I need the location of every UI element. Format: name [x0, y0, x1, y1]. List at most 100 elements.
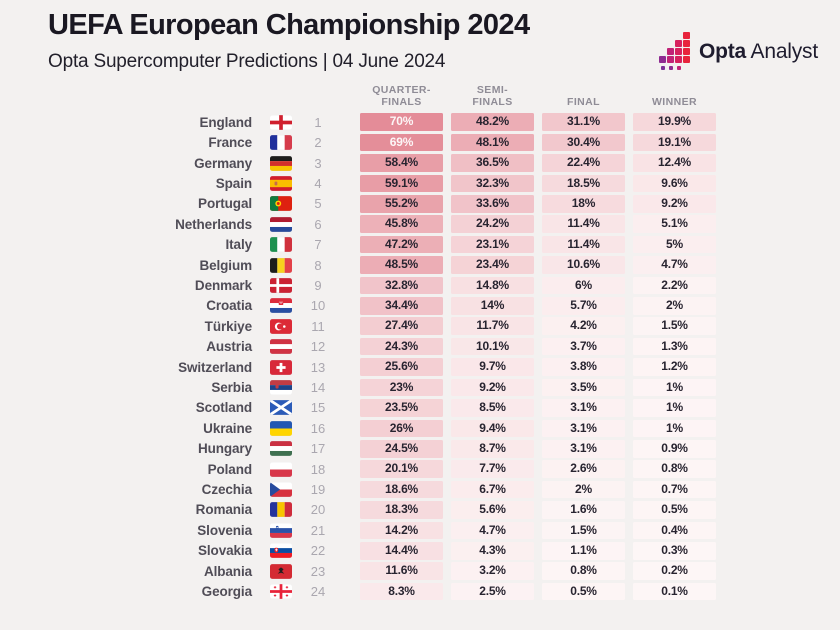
probability-cell-qf: 23% — [360, 378, 443, 397]
probability-cell-sf: 14.8% — [451, 276, 534, 295]
team-rank: 15 — [310, 400, 326, 416]
logo-pixel — [676, 65, 681, 70]
logo-pixel — [667, 48, 674, 55]
team-name: Hungary — [197, 441, 252, 457]
page-subtitle: Opta Supercomputer Predictions | 04 June… — [48, 50, 446, 72]
logo-pixel — [660, 65, 665, 70]
flag-icon-turkiye — [270, 318, 292, 334]
probability-cell-qf: 8.3% — [360, 582, 443, 601]
table-row: Netherlands 6 45.8% 24.2% 11.4% 5.1% — [40, 214, 760, 234]
team-rank: 16 — [310, 420, 326, 436]
team-name: Croatia — [206, 298, 252, 314]
team-rank: 18 — [310, 461, 326, 477]
team-rank: 8 — [314, 257, 322, 273]
probability-cell-final: 1.1% — [542, 541, 625, 560]
probability-cell-winner: 19.1% — [633, 133, 716, 152]
probability-cell-sf: 2.5% — [451, 582, 534, 601]
probability-cell-final: 0.5% — [542, 582, 625, 601]
flag-icon-ukraine — [270, 420, 292, 436]
probability-cell-final: 0.8% — [542, 562, 625, 580]
probability-cell-qf: 70% — [360, 113, 443, 131]
header: UEFA European Championship 2024 Opta Sup… — [48, 9, 819, 73]
probability-cell-qf: 25.6% — [360, 358, 443, 376]
flag-icon-georgia — [270, 584, 292, 600]
probability-cell-qf: 24.5% — [360, 439, 443, 458]
column-header-winner: WINNER — [652, 96, 697, 109]
probability-cell-final: 2% — [542, 480, 625, 499]
team-name: Serbia — [211, 379, 252, 395]
team-name: Ukraine — [203, 420, 252, 436]
probability-cell-qf: 59.1% — [360, 174, 443, 193]
probability-cell-sf: 4.3% — [451, 541, 534, 560]
flag-icon-scotland — [270, 400, 292, 416]
flag-icon-albania — [270, 563, 292, 579]
column-header-final: FINAL — [567, 96, 600, 109]
table-row: Albania 23 11.6% 3.2% 0.8% 0.2% — [40, 561, 760, 581]
team-rank: 1 — [314, 114, 322, 130]
team-rank: 7 — [314, 237, 322, 253]
opta-pixel-chart-icon — [659, 32, 692, 72]
probability-cell-qf: 32.8% — [360, 276, 443, 295]
probability-cell-winner: 0.1% — [633, 582, 716, 601]
team-rank: 9 — [314, 277, 322, 293]
probability-cell-final: 2.6% — [542, 460, 625, 478]
team-name: Spain — [215, 175, 252, 191]
probability-cell-final: 11.4% — [542, 235, 625, 254]
probability-cell-final: 18% — [542, 195, 625, 213]
probability-cell-winner: 19.9% — [633, 113, 716, 131]
probability-cell-winner: 5.1% — [633, 215, 716, 234]
table-row: Switzerland 13 25.6% 9.7% 3.8% 1.2% — [40, 357, 760, 377]
probability-cell-sf: 10.1% — [451, 337, 534, 356]
table-row: Belgium 8 48.5% 23.4% 10.6% 4.7% — [40, 255, 760, 275]
probability-cell-final: 30.4% — [542, 133, 625, 152]
team-name: Portugal — [198, 196, 252, 212]
team-name: Netherlands — [175, 216, 252, 232]
flag-icon-austria — [270, 339, 292, 355]
team-rank: 17 — [310, 441, 326, 457]
team-rank: 23 — [310, 563, 326, 579]
team-rank: 5 — [314, 196, 322, 212]
probability-cell-sf: 32.3% — [451, 174, 534, 193]
probability-cell-winner: 1% — [633, 399, 716, 417]
probability-cell-winner: 2.2% — [633, 276, 716, 295]
probability-cell-winner: 1% — [633, 378, 716, 397]
probability-cell-final: 22.4% — [542, 154, 625, 172]
table-row: Italy 7 47.2% 23.1% 11.4% 5% — [40, 234, 760, 254]
probability-cell-qf: 26% — [360, 419, 443, 438]
table-row: Serbia 14 23% 9.2% 3.5% 1% — [40, 377, 760, 397]
probability-cell-winner: 2% — [633, 297, 716, 315]
logo-pixel — [667, 56, 674, 63]
team-name: Poland — [207, 461, 253, 477]
table-row: Austria 12 24.3% 10.1% 3.7% 1.3% — [40, 336, 760, 356]
probability-cell-sf: 7.7% — [451, 460, 534, 478]
team-rank: 14 — [310, 379, 326, 395]
flag-icon-switzerland — [270, 359, 292, 375]
probability-cell-winner: 0.9% — [633, 439, 716, 458]
probability-cell-winner: 5% — [633, 235, 716, 254]
team-name: Switzerland — [178, 359, 252, 375]
probability-cell-qf: 14.2% — [360, 521, 443, 540]
team-name: Belgium — [199, 257, 252, 273]
probability-cell-qf: 18.6% — [360, 480, 443, 499]
probability-cell-final: 31.1% — [542, 113, 625, 131]
probability-cell-qf: 47.2% — [360, 235, 443, 254]
flag-icon-portugal — [270, 196, 292, 212]
probability-cell-final: 3.1% — [542, 399, 625, 417]
table-row: Georgia 24 8.3% 2.5% 0.5% 0.1% — [40, 581, 760, 601]
flag-icon-slovenia — [270, 522, 292, 538]
probability-cell-winner: 0.8% — [633, 460, 716, 478]
probability-cell-sf: 48.2% — [451, 113, 534, 131]
probability-cell-qf: 55.2% — [360, 195, 443, 213]
probability-cell-sf: 6.7% — [451, 480, 534, 499]
team-name: Austria — [206, 339, 252, 355]
flag-icon-germany — [270, 155, 292, 171]
probability-cell-winner: 4.7% — [633, 256, 716, 274]
table-row: Germany 3 58.4% 36.5% 22.4% 12.4% — [40, 153, 760, 173]
probability-cell-winner: 0.2% — [633, 562, 716, 580]
team-rank: 22 — [310, 543, 326, 559]
probability-cell-winner: 0.3% — [633, 541, 716, 560]
team-name: Italy — [225, 237, 252, 253]
probability-cell-final: 3.1% — [542, 439, 625, 458]
table-row: Croatia 10 34.4% 14% 5.7% 2% — [40, 296, 760, 316]
logo-word-analyst: Analyst — [750, 40, 819, 63]
